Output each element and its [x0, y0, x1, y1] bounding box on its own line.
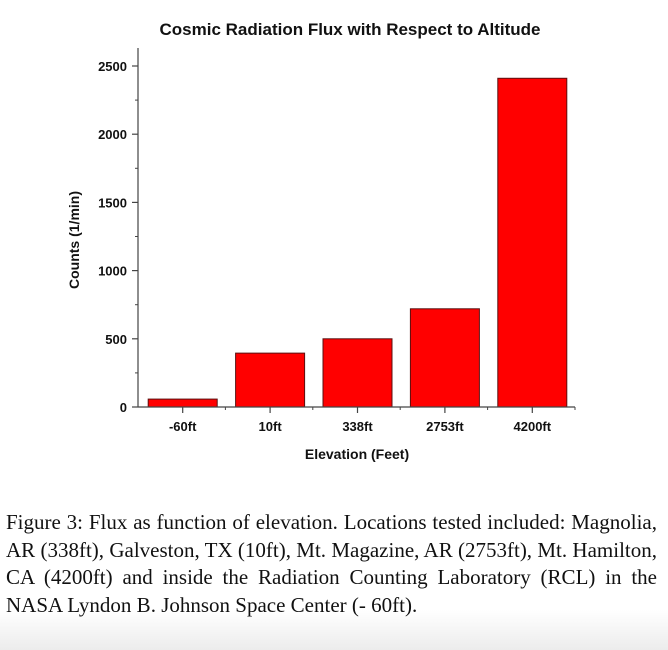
y-tick-label: 2500 — [98, 59, 127, 74]
y-tick-label: 0 — [120, 400, 127, 415]
bars — [147, 77, 568, 408]
x-tick-label: -60ft — [169, 419, 197, 434]
y-axis-ticks: 0 500 1000 1500 2000 2500 — [98, 59, 138, 415]
y-tick-label: 500 — [105, 332, 127, 347]
x-tick-label: 4200ft — [514, 419, 552, 434]
x-tick-label: 338ft — [342, 419, 373, 434]
x-tick-label: 10ft — [259, 419, 283, 434]
bar-chart: 0 500 1000 1500 2000 2500 -60ft 10ft 338ft 2753f… — [66, 48, 576, 462]
bar--60ft — [147, 398, 218, 408]
y-tick-label: 2000 — [98, 127, 127, 142]
y-tick-label: 1500 — [98, 195, 127, 210]
bar-4200ft — [497, 77, 568, 408]
bar-2753ft — [409, 308, 480, 408]
x-tick-label: 2753ft — [426, 419, 464, 434]
bar-10ft — [235, 352, 306, 408]
x-axis-ticks: -60ft 10ft 338ft 2753ft 4200ft — [169, 407, 576, 434]
figure-caption: Figure 3: Flux as function of elevation.… — [6, 510, 657, 617]
y-axis-label: Counts (1/min) — [66, 191, 82, 289]
x-axis-label: Elevation (Feet) — [305, 446, 409, 462]
chart-title: Cosmic Radiation Flux with Respect to Al… — [159, 20, 541, 39]
y-tick-label: 1000 — [98, 264, 127, 279]
bar-338ft — [322, 338, 393, 408]
